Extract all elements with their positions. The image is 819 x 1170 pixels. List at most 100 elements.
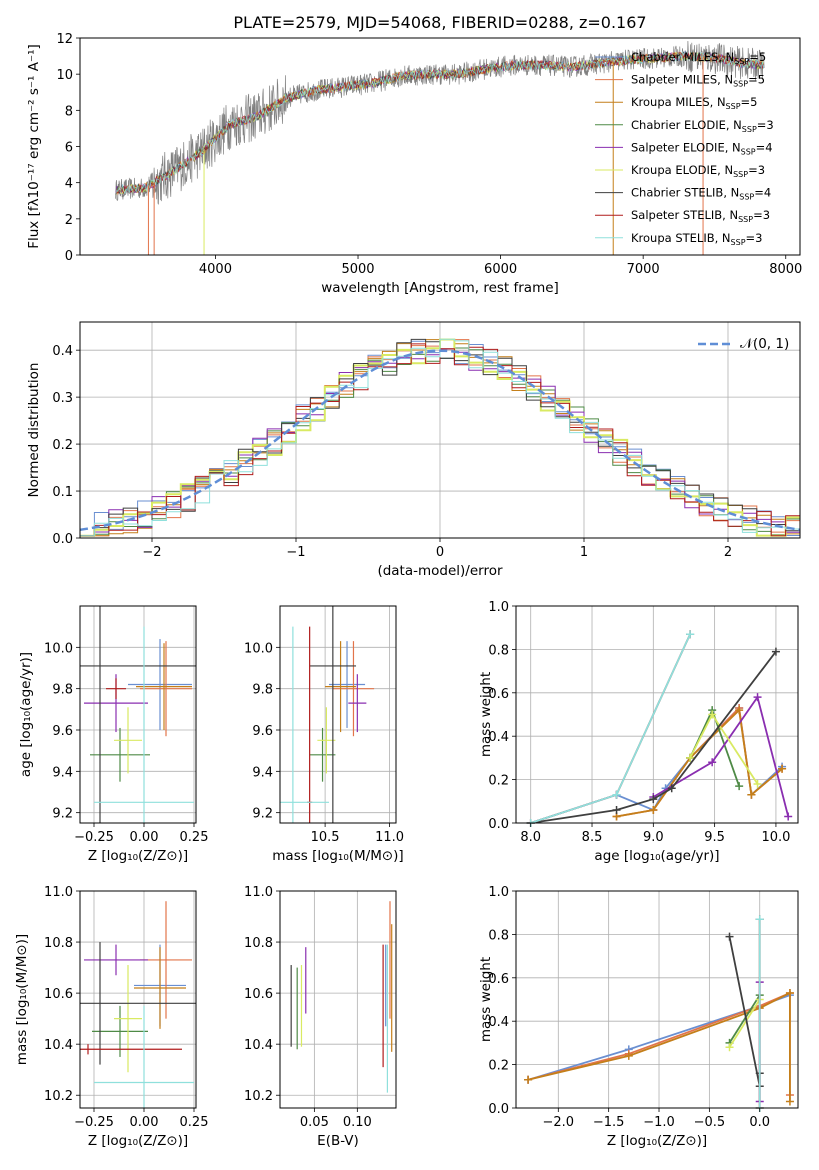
- y-tick-label: 9.8: [52, 683, 73, 698]
- mass-weight-line: [530, 633, 691, 824]
- y-tick-label: 10.0: [244, 641, 273, 656]
- x-axis-label: Z [log₁₀(Z/Z⊙)]: [88, 1133, 188, 1149]
- plus-marker: [649, 795, 658, 804]
- y-tick-label: 10.8: [244, 936, 273, 951]
- x-tick-label: 1: [580, 545, 588, 560]
- x-tick-label: −0.25: [74, 1115, 114, 1130]
- errorbar-point: [90, 727, 150, 782]
- axes-frame: [279, 605, 397, 824]
- plot-area: [290, 901, 393, 1093]
- x-tick-label: 8.0: [520, 830, 541, 845]
- errorbar-point: [140, 641, 192, 737]
- plot-area: [280, 606, 375, 823]
- legend-label: Salpeter STELIB, NSSP=3: [631, 208, 770, 224]
- plus-marker: [524, 1075, 533, 1084]
- legend-subscript: SSP: [726, 102, 741, 111]
- y-tick-label: 2: [65, 213, 73, 228]
- y-axis-label: Flux [fλ10⁻¹⁷ erg cm⁻² s⁻¹ A⁻¹]: [26, 44, 42, 249]
- panel-massweight-vs-age: 8.0 8.5 9.0 9.5 10.0 0.0 0.2 0.4 0.6 0.8 1.0 age [l…: [478, 600, 799, 864]
- y-tick-label: 6: [65, 141, 73, 156]
- y-axis-label: mass weight: [478, 672, 494, 757]
- y-tick-label: 10.6: [44, 987, 73, 1002]
- y-tick-label: 10.8: [44, 936, 73, 951]
- y-tick-label: 0.0: [488, 1102, 509, 1117]
- x-tick-label: 0: [436, 545, 444, 560]
- plus-marker: [612, 805, 621, 814]
- y-tick-label: 12: [56, 32, 73, 47]
- plot-area: [526, 630, 793, 827]
- legend-value: =4: [756, 140, 773, 154]
- y-tick-label: 0.2: [52, 438, 73, 453]
- plus-marker: [612, 790, 621, 799]
- plot-area: [115, 40, 765, 255]
- axes-frame: [79, 605, 197, 824]
- x-tick-label: 6000: [484, 262, 517, 277]
- plus-marker: [771, 647, 780, 656]
- plus-marker: [735, 706, 744, 715]
- y-tick-label: 9.6: [52, 724, 73, 739]
- x-tick-label: −0.5: [694, 1115, 726, 1130]
- plus-marker: [755, 915, 764, 924]
- panel-massweight-vs-Z: −2.0 −1.5 −1.0 −0.5 0.0 0.0 0.2 0.4 0.6 0.8 1.0 Z […: [478, 885, 799, 1149]
- plus-marker: [735, 782, 744, 791]
- errorbar-point: [332, 641, 375, 737]
- errorbar-point: [80, 942, 196, 1065]
- x-tick-label: 8.5: [582, 830, 603, 845]
- x-axis-label: Z [log₁₀(Z/Z⊙)]: [88, 848, 188, 864]
- y-tick-label: 10.4: [44, 1038, 73, 1053]
- y-axis-label: age [log₁₀(age/yr)]: [18, 652, 34, 777]
- legend-value: =4: [754, 186, 771, 200]
- x-tick-label: −1.5: [593, 1115, 625, 1130]
- plot-area: [79, 338, 801, 537]
- x-axis-label: wavelength [Angstrom, rest frame]: [321, 280, 559, 296]
- plus-marker: [785, 988, 794, 997]
- x-axis-label: E(B-V): [317, 1133, 359, 1149]
- errorbar-point: [325, 641, 357, 733]
- errorbar-point: [280, 626, 329, 823]
- plus-marker: [753, 693, 762, 702]
- plus-marker: [649, 805, 658, 814]
- legend-subscript: SSP: [733, 80, 748, 89]
- x-tick-label: 11.0: [375, 830, 404, 845]
- legend-value: =3: [746, 231, 763, 245]
- x-tick-label: 0.00: [130, 830, 159, 845]
- axes-frame: [79, 890, 197, 1109]
- errorbar-point: [80, 606, 196, 823]
- y-tick-label: 10.4: [244, 1038, 273, 1053]
- y-axis-label: mass weight: [478, 957, 494, 1042]
- y-tick-label: 10.6: [244, 987, 273, 1002]
- x-tick-label: 2: [724, 545, 732, 560]
- axes-frame: [515, 890, 799, 1109]
- plus-marker: [708, 758, 717, 767]
- legend-label: Chabrier STELIB, NSSP=4: [631, 186, 771, 202]
- errorbar-point: [128, 639, 192, 730]
- axes-frame: [279, 890, 397, 1109]
- plot-area: [80, 606, 196, 823]
- x-tick-label: 9.5: [704, 830, 725, 845]
- legend-label: Kroupa STELIB, NSSP=3: [631, 231, 762, 247]
- panel-mass-vs-EBV: 0.05 0.10 10.2 10.4 10.6 10.8 11.0 E(B-V): [244, 885, 397, 1149]
- y-tick-label: 0: [65, 249, 73, 264]
- legend-label: Kroupa MILES, NSSP=5: [631, 95, 757, 111]
- plus-marker: [624, 1051, 633, 1060]
- legend-subscript: SSP: [738, 215, 753, 224]
- legend-label: Kroupa ELODIE, NSSP=3: [631, 163, 765, 179]
- errorbar-point: [136, 643, 192, 730]
- plus-marker: [753, 779, 762, 788]
- errorbar-point: [92, 1005, 148, 1057]
- legend-label: Salpeter ELODIE, NSSP=4: [631, 140, 773, 156]
- legend-label: Salpeter MILES, NSSP=5: [631, 73, 765, 89]
- y-tick-label: 9.4: [52, 765, 73, 780]
- legend-value: =5: [748, 73, 765, 87]
- legend-value: =3: [748, 163, 765, 177]
- y-tick-label: 0.6: [488, 687, 509, 702]
- y-tick-label: 0.6: [488, 972, 509, 987]
- legend-label: Chabrier MILES, NSSP=5: [631, 50, 766, 66]
- x-tick-label: 10.5: [311, 830, 340, 845]
- axes-frame: [79, 321, 801, 539]
- x-tick-label: 4000: [199, 262, 232, 277]
- legend-label: 𝒩(0, 1): [740, 336, 789, 352]
- y-tick-label: 0.0: [488, 817, 509, 832]
- y-tick-label: 10.0: [44, 641, 73, 656]
